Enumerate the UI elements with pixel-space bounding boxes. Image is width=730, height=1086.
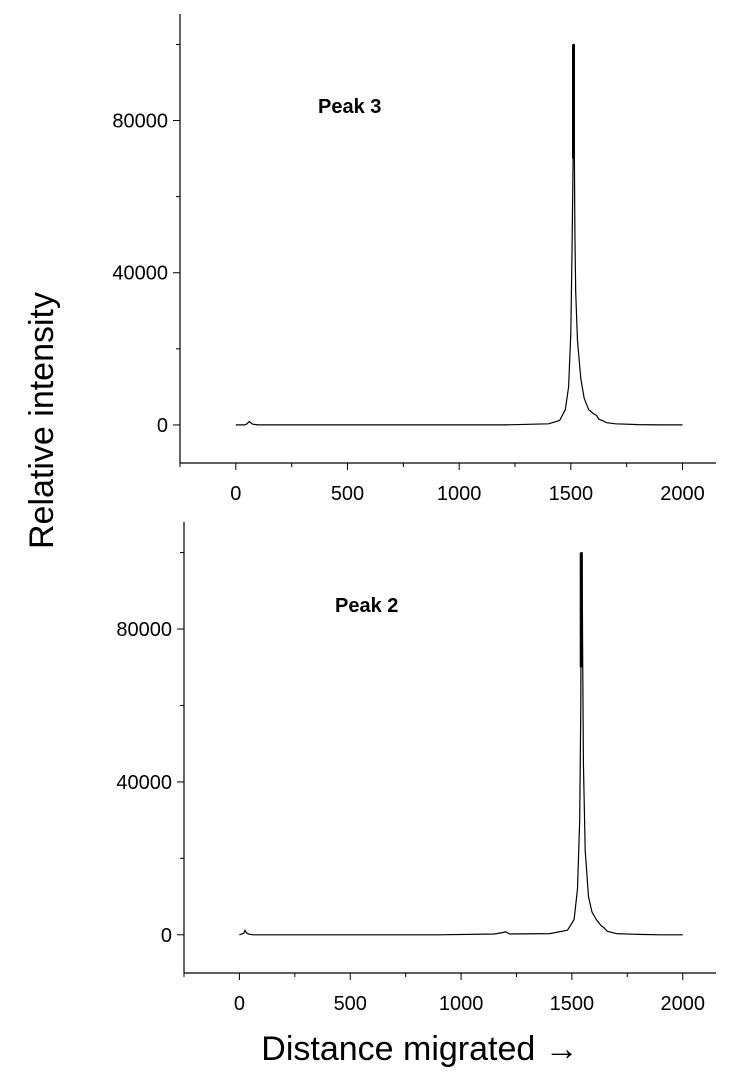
x-tick-label: 0 xyxy=(234,993,245,1015)
series-line xyxy=(235,43,683,426)
x-tick-label: 1500 xyxy=(549,483,594,505)
x-tick-label: 500 xyxy=(331,483,364,505)
y-tick-label: 40000 xyxy=(116,772,172,794)
ticks-peak-3: 0 500 1000 1500 2000 0 40000 80000 xyxy=(112,43,705,505)
chart-panel-peak-3: 0 500 1000 1500 2000 0 40000 80000 Peak 3 xyxy=(112,14,716,505)
chart-panel-peak-2: 0 500 1000 1500 2000 0 40000 80000 Peak 2 xyxy=(116,522,716,1015)
series-peak-2 xyxy=(239,551,683,936)
y-tick-label: 0 xyxy=(161,925,172,947)
y-tick-label: 80000 xyxy=(112,111,168,133)
y-axis-label: Relative intensity xyxy=(12,210,72,630)
x-tick-label: 1500 xyxy=(550,993,595,1015)
axes-peak-2 xyxy=(183,522,716,974)
x-tick-label: 2000 xyxy=(661,993,706,1015)
peak-3-annotation: Peak 3 xyxy=(318,96,381,118)
series-line xyxy=(239,551,683,936)
y-tick-label: 0 xyxy=(157,415,168,437)
x-tick-label: 2000 xyxy=(660,483,705,505)
series-peak-3 xyxy=(235,43,683,426)
y-tick-label: 40000 xyxy=(112,263,168,285)
x-tick-label: 1000 xyxy=(437,483,482,505)
x-tick-label: 1000 xyxy=(439,993,484,1015)
y-tick-label: 80000 xyxy=(116,619,172,641)
x-tick-label: 0 xyxy=(230,483,241,505)
x-tick-label: 500 xyxy=(334,993,367,1015)
x-axis-label: Distance migrated → xyxy=(261,1030,579,1068)
peak-2-annotation: Peak 2 xyxy=(335,595,398,617)
y-axis-label-text: Relative intensity xyxy=(22,291,61,549)
ticks-peak-2: 0 500 1000 1500 2000 0 40000 80000 xyxy=(116,552,706,1015)
axes-peak-3 xyxy=(179,14,716,464)
